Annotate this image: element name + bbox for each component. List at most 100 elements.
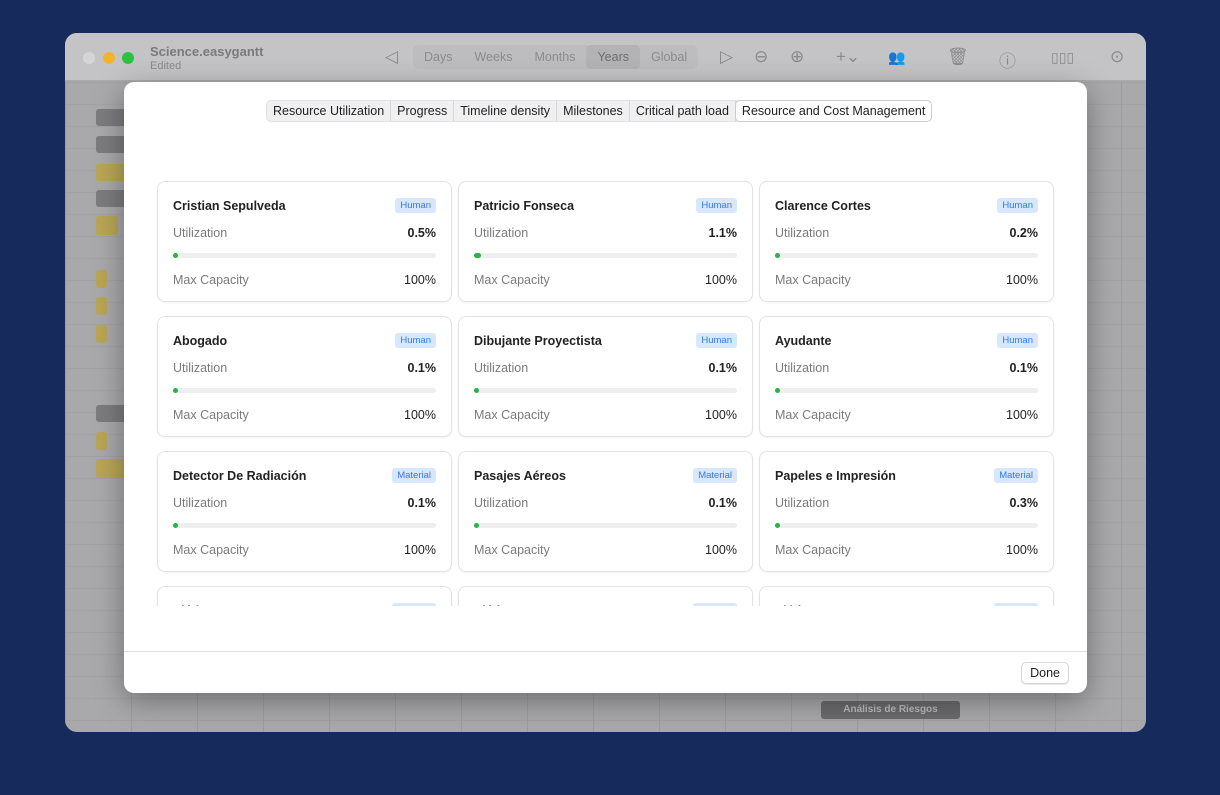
resource-type-badge: Human bbox=[696, 198, 737, 213]
utilization-bar-fill bbox=[173, 388, 178, 393]
zoom-button[interactable] bbox=[122, 52, 134, 64]
utilization-bar-fill bbox=[775, 388, 780, 393]
capacity-value: 100% bbox=[705, 408, 737, 422]
gantt-bar bbox=[96, 405, 126, 422]
utilization-bar bbox=[474, 253, 737, 258]
resource-card: Papeles e Impresión Material Utilization … bbox=[759, 451, 1054, 572]
report-tabs: Resource Utilization Progress Timeline d… bbox=[266, 100, 933, 122]
tab-resource-cost-management[interactable]: Resource and Cost Management bbox=[735, 101, 932, 121]
resource-type-badge: Material bbox=[392, 468, 436, 483]
capacity-value: 100% bbox=[404, 408, 436, 422]
capacity-label: Max Capacity bbox=[173, 273, 249, 287]
capacity-value: 100% bbox=[404, 273, 436, 287]
gantt-bar bbox=[96, 325, 107, 343]
utilization-value: 0.3% bbox=[1009, 496, 1039, 510]
prev-icon[interactable]: ◁ bbox=[385, 47, 399, 66]
gantt-bar bbox=[96, 459, 126, 478]
utilization-bar bbox=[775, 523, 1038, 528]
scale-years[interactable]: Years bbox=[586, 45, 640, 69]
capacity-label: Max Capacity bbox=[173, 543, 249, 557]
info-icon[interactable]: ⓘ bbox=[999, 52, 1016, 71]
scale-weeks[interactable]: Weeks bbox=[474, 50, 513, 64]
settings-icon[interactable]: ⊙ bbox=[1110, 47, 1125, 66]
resource-card: Abogado Human Utilization 0.1% Max Capaci… bbox=[157, 316, 452, 437]
utilization-bar bbox=[173, 523, 436, 528]
resource-card: Viáticos 1 Material bbox=[157, 586, 452, 606]
utilization-bar-fill bbox=[775, 253, 780, 258]
tab-critical-path-load[interactable]: Critical path load bbox=[630, 101, 736, 121]
chart-icon[interactable]: ▯▯▯ bbox=[1051, 49, 1075, 65]
utilization-bar-fill bbox=[474, 253, 482, 258]
utilization-label: Utilization bbox=[474, 496, 529, 510]
resource-card: Viáticos 3 Material bbox=[759, 586, 1054, 606]
utilization-bar-fill bbox=[474, 388, 479, 393]
scale-global[interactable]: Global bbox=[650, 50, 688, 64]
resource-card: Ayudante Human Utilization 0.1% Max Capac… bbox=[759, 316, 1054, 437]
resource-card: Cristian Sepulveda Human Utilization 0.5%… bbox=[157, 181, 452, 302]
trash-icon[interactable]: 🗑 bbox=[947, 47, 969, 66]
capacity-value: 100% bbox=[1006, 543, 1038, 557]
add-icon[interactable]: +⌄ bbox=[836, 47, 861, 66]
resource-name: Papeles e Impresión bbox=[775, 469, 896, 483]
tab-timeline-density[interactable]: Timeline density bbox=[454, 101, 558, 121]
resource-type-badge: Human bbox=[395, 333, 436, 348]
utilization-bar-fill bbox=[173, 523, 178, 528]
capacity-label: Max Capacity bbox=[775, 408, 851, 422]
utilization-bar bbox=[775, 253, 1038, 258]
resource-name: Dibujante Proyectista bbox=[474, 334, 602, 348]
resource-name: Cristian Sepulveda bbox=[173, 199, 286, 213]
resource-card: Clarence Cortes Human Utilization 0.2% Ma… bbox=[759, 181, 1054, 302]
resource-type-badge: Material bbox=[994, 603, 1038, 606]
resource-name: Viáticos 3 bbox=[775, 604, 833, 606]
scale-days[interactable]: Days bbox=[424, 50, 453, 64]
utilization-label: Utilization bbox=[173, 361, 228, 375]
resources-icon[interactable]: 👥 bbox=[888, 49, 906, 65]
scale-months[interactable]: Months bbox=[534, 50, 576, 64]
utilization-label: Utilization bbox=[474, 361, 529, 375]
capacity-label: Max Capacity bbox=[474, 543, 550, 557]
utilization-value: 0.1% bbox=[1009, 361, 1039, 375]
resource-dialog: Resource Utilization Progress Timeline d… bbox=[124, 82, 1087, 693]
resource-name: Patricio Fonseca bbox=[474, 199, 575, 213]
close-button[interactable] bbox=[83, 52, 95, 64]
capacity-label: Max Capacity bbox=[173, 408, 249, 422]
utilization-bar bbox=[775, 388, 1038, 393]
utilization-label: Utilization bbox=[775, 226, 830, 240]
utilization-label: Utilization bbox=[775, 496, 830, 510]
utilization-bar-fill bbox=[173, 253, 178, 258]
minimize-button[interactable] bbox=[103, 52, 115, 64]
tab-progress[interactable]: Progress bbox=[391, 101, 455, 121]
zoom-out-icon[interactable]: ⊖ bbox=[754, 47, 769, 66]
resource-name: Viáticos 2 bbox=[474, 604, 532, 606]
gantt-bar bbox=[96, 190, 126, 207]
done-button[interactable]: Done bbox=[1021, 662, 1069, 684]
tab-milestones[interactable]: Milestones bbox=[557, 101, 630, 121]
dialog-footer: Done bbox=[124, 651, 1087, 693]
capacity-label: Max Capacity bbox=[775, 543, 851, 557]
tab-resource-utilization[interactable]: Resource Utilization bbox=[267, 101, 392, 121]
resource-type-badge: Material bbox=[994, 468, 1038, 483]
resource-card: Pasajes Aéreos Material Utilization 0.1% … bbox=[458, 451, 753, 572]
gantt-bar bbox=[96, 109, 126, 126]
zoom-in-icon[interactable]: ⊕ bbox=[790, 47, 805, 66]
utilization-label: Utilization bbox=[775, 361, 830, 375]
utilization-value: 1.1% bbox=[708, 226, 738, 240]
capacity-label: Max Capacity bbox=[474, 273, 550, 287]
resource-type-badge: Material bbox=[693, 603, 737, 606]
utilization-bar bbox=[474, 388, 737, 393]
gantt-bar bbox=[96, 164, 126, 181]
utilization-label: Utilization bbox=[173, 496, 228, 510]
utilization-value: 0.2% bbox=[1009, 226, 1039, 240]
resource-scroll-area[interactable]: Cristian Sepulveda Human Utilization 0.5%… bbox=[124, 177, 1087, 606]
next-icon[interactable]: ▷ bbox=[720, 47, 734, 66]
capacity-value: 100% bbox=[1006, 408, 1038, 422]
window-subtitle: Edited bbox=[150, 60, 182, 72]
time-scale-control: Days Weeks Months Years Global bbox=[413, 45, 699, 69]
gantt-bar bbox=[96, 216, 118, 235]
utilization-bar bbox=[173, 388, 436, 393]
utilization-value: 0.1% bbox=[708, 496, 738, 510]
resource-card: Dibujante Proyectista Human Utilization 0… bbox=[458, 316, 753, 437]
gantt-bar bbox=[96, 136, 126, 153]
resource-type-badge: Human bbox=[395, 198, 436, 213]
gantt-task-label: Análisis de Riesgos bbox=[821, 701, 960, 719]
